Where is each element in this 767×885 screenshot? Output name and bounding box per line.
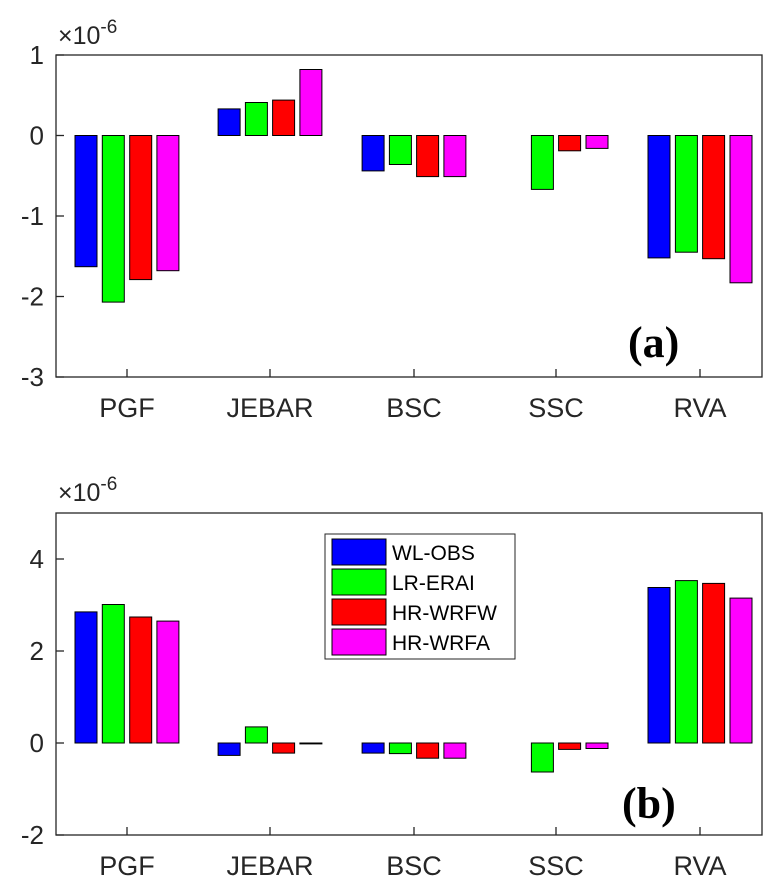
bar-b-rva-hr-wrfw xyxy=(702,582,726,744)
x-tick-label-ssc: SSC xyxy=(528,851,584,881)
bar-a-ssc-hr-wrfw xyxy=(558,135,582,152)
bar-b-ssc-hr-wrfa xyxy=(585,742,609,749)
bar-b-rva-lr-erai xyxy=(674,580,698,744)
bar-a-pgf-hr-wrfw xyxy=(129,135,153,281)
bar-b-jebar-wl-obs xyxy=(217,742,241,756)
y-ticks-a: 1 0 -1 -2 -3 xyxy=(21,40,64,392)
bar-b-pgf-lr-erai xyxy=(101,604,125,744)
x-tick-label-rva: RVA xyxy=(673,851,726,881)
x-tick-label-bsc: BSC xyxy=(386,393,442,423)
y-tick-label: 1 xyxy=(30,40,44,70)
bar-b-pgf-hr-wrfw xyxy=(129,616,153,744)
panel-label-b: (b) xyxy=(622,779,676,828)
x-tick-label-jebar: JEBAR xyxy=(226,851,313,881)
legend-swatch-wl-obs xyxy=(331,538,387,566)
x-ticks-a: PGF JEBAR BSC SSC RVA xyxy=(99,369,727,423)
x-ticks-b: PGF JEBAR BSC SSC RVA xyxy=(99,827,727,881)
bar-b-bsc-wl-obs xyxy=(361,742,385,754)
bar-a-bsc-hr-wrfw xyxy=(416,135,440,178)
legend: WL-OBS LR-ERAI HR-WRFW HR-WRFA xyxy=(324,533,516,660)
bar-a-jebar-wl-obs xyxy=(217,108,241,137)
y-tick-label: -2 xyxy=(21,282,44,312)
legend-swatch-hr-wrfw xyxy=(331,598,387,626)
bar-a-rva-lr-erai xyxy=(674,135,698,253)
bar-a-bsc-lr-erai xyxy=(388,135,412,165)
exponent-label-a: ×10-6 xyxy=(58,17,117,50)
x-tick-label-bsc: BSC xyxy=(386,851,442,881)
bar-b-rva-wl-obs xyxy=(647,587,671,744)
bar-a-pgf-lr-erai xyxy=(101,135,125,303)
bar-a-ssc-lr-erai xyxy=(530,135,554,190)
bar-b-bsc-hr-wrfw xyxy=(416,742,440,759)
y-tick-label: -2 xyxy=(21,820,44,850)
bar-b-bsc-lr-erai xyxy=(388,742,412,755)
x-tick-label-jebar: JEBAR xyxy=(226,393,313,423)
panel-label-a: (a) xyxy=(628,318,679,367)
legend-swatch-lr-erai xyxy=(331,568,387,596)
bar-b-ssc-hr-wrfw xyxy=(558,742,582,750)
x-tick-label-ssc: SSC xyxy=(528,393,584,423)
bar-b-pgf-wl-obs xyxy=(74,611,98,744)
bar-b-pgf-hr-wrfa xyxy=(156,620,180,744)
exponent-label-b: ×10-6 xyxy=(58,474,117,507)
bar-a-rva-hr-wrfa xyxy=(729,135,753,284)
bar-a-jebar-lr-erai xyxy=(244,102,268,136)
legend-label-wl-obs: WL-OBS xyxy=(392,542,475,565)
bar-b-jebar-hr-wrfw xyxy=(272,742,296,754)
y-tick-label: 0 xyxy=(30,121,44,151)
bars-b xyxy=(74,580,753,773)
legend-label-hr-wrfa: HR-WRFA xyxy=(392,632,490,655)
bar-a-pgf-hr-wrfa xyxy=(156,135,180,272)
y-tick-label: 2 xyxy=(30,636,44,666)
y-ticks-b: 4 2 0 -2 xyxy=(21,544,64,850)
y-tick-label: -3 xyxy=(21,362,44,392)
bar-a-rva-wl-obs xyxy=(647,135,671,259)
y-tick-label: 4 xyxy=(30,544,44,574)
x-tick-label-pgf: PGF xyxy=(99,851,155,881)
legend-label-hr-wrfw: HR-WRFW xyxy=(392,602,497,625)
bar-a-bsc-wl-obs xyxy=(361,135,385,172)
bar-b-rva-hr-wrfa xyxy=(729,597,753,744)
bar-a-jebar-hr-wrfa xyxy=(299,69,323,136)
y-tick-label: 0 xyxy=(30,728,44,758)
bar-a-ssc-hr-wrfa xyxy=(585,135,609,149)
legend-swatch-hr-wrfa xyxy=(331,628,387,656)
chart-panel-b: ×10-6 4 2 0 -2 PGF JEBAR BSC SSC RVA (b) WL-OBS… xyxy=(21,474,763,881)
bar-a-bsc-hr-wrfa xyxy=(443,135,467,178)
plot-frame-b xyxy=(55,512,763,836)
x-tick-label-pgf: PGF xyxy=(99,393,155,423)
bar-b-bsc-hr-wrfa xyxy=(443,742,467,759)
bars-a xyxy=(74,69,753,303)
bar-a-pgf-wl-obs xyxy=(74,135,98,268)
chart-panel-a: ×10-6 1 0 -1 -2 -3 PGF JEBAR BSC SSC RVA (a) xyxy=(21,17,763,423)
legend-label-lr-erai: LR-ERAI xyxy=(392,572,475,595)
bar-a-jebar-hr-wrfw xyxy=(272,99,296,136)
y-tick-label: -1 xyxy=(21,201,44,231)
bar-a-rva-hr-wrfw xyxy=(702,135,726,260)
bar-b-jebar-lr-erai xyxy=(244,726,268,744)
bar-b-ssc-lr-erai xyxy=(530,742,554,773)
x-tick-label-rva: RVA xyxy=(673,393,726,423)
bar-b-jebar-hr-wrfa xyxy=(299,742,323,745)
